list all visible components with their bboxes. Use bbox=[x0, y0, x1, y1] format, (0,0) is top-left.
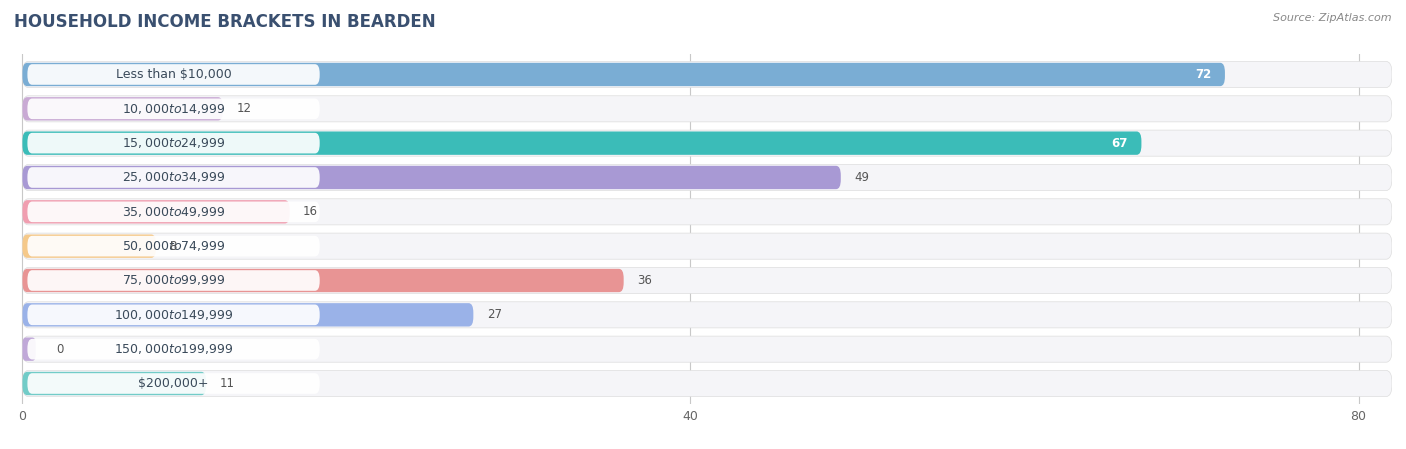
FancyBboxPatch shape bbox=[22, 303, 474, 326]
Text: 27: 27 bbox=[486, 308, 502, 321]
Text: $150,000 to $199,999: $150,000 to $199,999 bbox=[114, 342, 233, 356]
FancyBboxPatch shape bbox=[22, 200, 290, 224]
Text: 8: 8 bbox=[169, 240, 177, 253]
FancyBboxPatch shape bbox=[22, 336, 1392, 362]
FancyBboxPatch shape bbox=[28, 304, 319, 325]
Text: Less than $10,000: Less than $10,000 bbox=[115, 68, 232, 81]
FancyBboxPatch shape bbox=[28, 339, 319, 360]
Text: 0: 0 bbox=[56, 343, 63, 356]
Text: Source: ZipAtlas.com: Source: ZipAtlas.com bbox=[1274, 13, 1392, 23]
Text: 72: 72 bbox=[1195, 68, 1212, 81]
FancyBboxPatch shape bbox=[22, 164, 1392, 190]
FancyBboxPatch shape bbox=[22, 302, 1392, 328]
FancyBboxPatch shape bbox=[28, 270, 319, 291]
FancyBboxPatch shape bbox=[28, 167, 319, 188]
FancyBboxPatch shape bbox=[22, 62, 1392, 88]
FancyBboxPatch shape bbox=[28, 64, 319, 85]
FancyBboxPatch shape bbox=[22, 63, 1225, 86]
FancyBboxPatch shape bbox=[22, 97, 222, 120]
Text: $200,000+: $200,000+ bbox=[138, 377, 209, 390]
Text: $100,000 to $149,999: $100,000 to $149,999 bbox=[114, 308, 233, 322]
FancyBboxPatch shape bbox=[28, 202, 319, 222]
Text: 12: 12 bbox=[236, 102, 252, 115]
Text: HOUSEHOLD INCOME BRACKETS IN BEARDEN: HOUSEHOLD INCOME BRACKETS IN BEARDEN bbox=[14, 13, 436, 31]
Text: 67: 67 bbox=[1112, 136, 1128, 150]
Text: 16: 16 bbox=[304, 205, 318, 218]
Text: 36: 36 bbox=[637, 274, 652, 287]
Text: $35,000 to $49,999: $35,000 to $49,999 bbox=[122, 205, 225, 219]
Text: $10,000 to $14,999: $10,000 to $14,999 bbox=[122, 102, 225, 116]
FancyBboxPatch shape bbox=[22, 130, 1392, 156]
FancyBboxPatch shape bbox=[22, 338, 35, 361]
FancyBboxPatch shape bbox=[22, 370, 1392, 396]
FancyBboxPatch shape bbox=[22, 372, 207, 395]
FancyBboxPatch shape bbox=[28, 133, 319, 154]
Text: $50,000 to $74,999: $50,000 to $74,999 bbox=[122, 239, 225, 253]
FancyBboxPatch shape bbox=[28, 373, 319, 394]
Text: $15,000 to $24,999: $15,000 to $24,999 bbox=[122, 136, 225, 150]
Text: 49: 49 bbox=[855, 171, 869, 184]
FancyBboxPatch shape bbox=[22, 96, 1392, 122]
Text: $75,000 to $99,999: $75,000 to $99,999 bbox=[122, 273, 225, 287]
FancyBboxPatch shape bbox=[22, 268, 1392, 294]
Text: 11: 11 bbox=[219, 377, 235, 390]
FancyBboxPatch shape bbox=[22, 166, 841, 189]
FancyBboxPatch shape bbox=[22, 269, 624, 292]
FancyBboxPatch shape bbox=[28, 236, 319, 256]
FancyBboxPatch shape bbox=[28, 98, 319, 119]
Text: $25,000 to $34,999: $25,000 to $34,999 bbox=[122, 171, 225, 185]
FancyBboxPatch shape bbox=[22, 199, 1392, 225]
FancyBboxPatch shape bbox=[22, 234, 156, 258]
FancyBboxPatch shape bbox=[22, 233, 1392, 259]
FancyBboxPatch shape bbox=[22, 132, 1142, 155]
